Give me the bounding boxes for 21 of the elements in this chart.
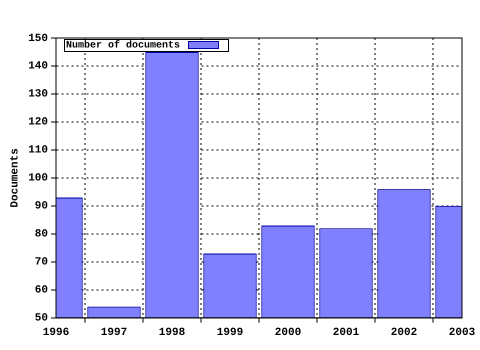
legend-label: Number of documents — [66, 40, 180, 52]
x-tick-label: 2001 — [332, 327, 360, 340]
y-tick-label: 60 — [34, 284, 48, 297]
x-tick-label: 2002 — [390, 327, 418, 340]
y-tick-label: 80 — [34, 228, 48, 241]
x-tick-label: 1997 — [100, 327, 128, 340]
y-tick-label: 140 — [28, 60, 48, 73]
x-tick-label: 1998 — [158, 327, 186, 340]
y-axis-title: Documents — [9, 148, 22, 208]
x-tick-label: 1996 — [42, 327, 70, 340]
y-tick-label: 50 — [34, 312, 48, 325]
x-tick-label: 2003 — [448, 327, 476, 340]
y-tick-label: 100 — [28, 172, 48, 185]
y-tick-label: 150 — [28, 32, 48, 45]
x-tick-label: 2000 — [274, 327, 302, 340]
y-tick-label: 120 — [28, 116, 48, 129]
y-tick-label: 130 — [28, 88, 48, 101]
x-tick-label: 1999 — [216, 327, 244, 340]
y-tick-label: 90 — [34, 200, 48, 213]
y-tick-label: 110 — [28, 144, 48, 157]
y-tick-label: 70 — [34, 256, 48, 269]
